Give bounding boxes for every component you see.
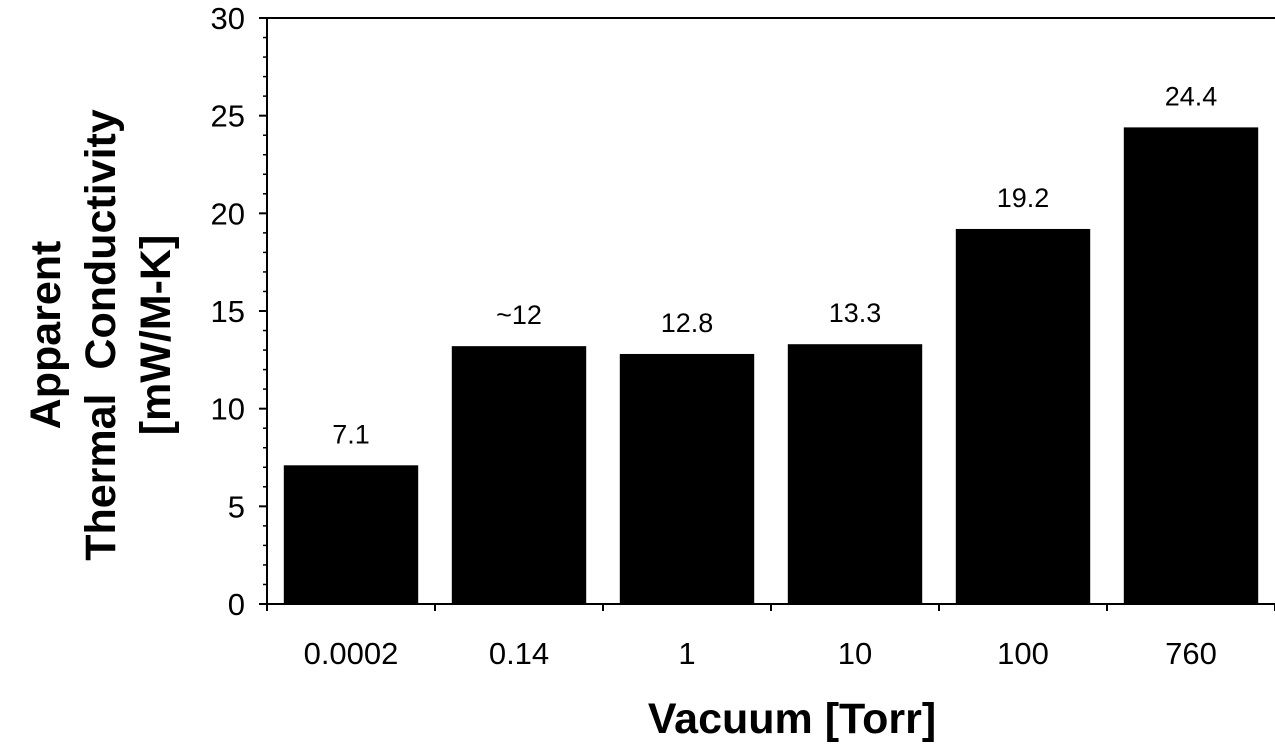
data-label: 24.4 bbox=[1165, 81, 1218, 111]
y-tick-label: 0 bbox=[228, 587, 245, 622]
y-tick-label: 30 bbox=[211, 1, 245, 36]
bar bbox=[451, 346, 587, 604]
y-axis-title-line-3: [mW/M-K] bbox=[132, 235, 180, 436]
x-tick-label: 760 bbox=[1165, 636, 1217, 671]
y-axis-title-group: Apparent Thermal Conductivity [mW/M-K] bbox=[22, 109, 180, 561]
x-tick-label: 100 bbox=[997, 636, 1049, 671]
data-label: 13.3 bbox=[829, 298, 882, 328]
x-tick-label: 0.0002 bbox=[304, 636, 399, 671]
y-tick-label: 5 bbox=[228, 489, 245, 524]
data-label: ~12 bbox=[496, 300, 542, 330]
y-tick-label: 20 bbox=[211, 196, 245, 231]
bar bbox=[1123, 127, 1259, 605]
plot-area: 7.10.0002~120.1412.8113.31019.210024.476… bbox=[211, 1, 1275, 671]
data-label: 19.2 bbox=[997, 183, 1050, 213]
bar bbox=[955, 228, 1091, 604]
bar bbox=[283, 465, 419, 604]
x-tick-label: 10 bbox=[838, 636, 872, 671]
x-tick-label: 0.14 bbox=[489, 636, 549, 671]
y-axis-title-line-1: Apparent bbox=[22, 241, 70, 430]
bar bbox=[619, 353, 755, 604]
y-axis-title-line-2: Thermal Conductivity bbox=[77, 109, 125, 561]
y-tick-label: 15 bbox=[211, 294, 245, 329]
bar bbox=[787, 344, 923, 604]
data-label: 12.8 bbox=[661, 308, 714, 338]
x-tick-label: 1 bbox=[678, 636, 695, 671]
y-tick-label: 10 bbox=[211, 392, 245, 427]
x-axis-title: Vacuum [Torr] bbox=[648, 695, 936, 743]
data-label: 7.1 bbox=[332, 419, 370, 449]
y-tick-label: 25 bbox=[211, 99, 245, 134]
